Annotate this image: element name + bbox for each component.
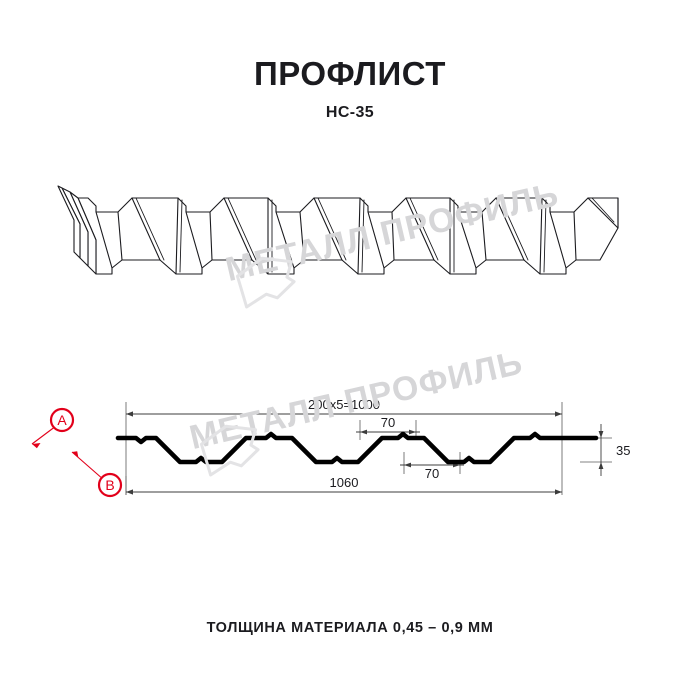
product-code: НС-35 <box>325 104 375 122</box>
marker-b: B <box>71 451 123 498</box>
cross-section-view: 200x5=1000 1060 70 70 <box>0 380 700 510</box>
marker-b-arrow <box>72 451 79 458</box>
marker-b-leader <box>71 451 105 481</box>
marker-a-leader <box>31 425 57 445</box>
marker-a-label: A <box>57 412 67 428</box>
marker-a-circle <box>49 407 75 433</box>
dimension-width-label: 1060 <box>330 475 359 490</box>
footer: ТОЛЩИНА МАТЕРИАЛА 0,45 – 0,9 ММ <box>0 620 700 636</box>
dimension-height-label: 35 <box>616 443 630 458</box>
marker-a-arrow <box>32 443 41 449</box>
dimension-line-height <box>598 424 604 476</box>
header: ПРОФЛИСТ НС-35 <box>0 55 700 122</box>
dimension-pitch-label: 200x5=1000 <box>308 397 380 412</box>
isometric-drawing <box>57 185 619 275</box>
marker-b-label: B <box>105 477 114 493</box>
isometric-view <box>0 170 700 330</box>
dimension-line-width <box>126 489 562 495</box>
dimension-line-pitch <box>126 411 562 417</box>
dimension-line-crest <box>356 429 420 435</box>
iso-sheet-body <box>57 185 619 275</box>
dimension-valley-label: 70 <box>425 466 439 481</box>
marker-a: A <box>31 407 75 449</box>
profile-outline <box>115 431 599 465</box>
dimension-crest-label: 70 <box>381 415 395 430</box>
marker-b-circle <box>97 472 123 498</box>
cross-section-drawing: 200x5=1000 1060 70 70 <box>31 397 630 498</box>
page-title: ПРОФЛИСТ <box>254 55 446 92</box>
thickness-note: ТОЛЩИНА МАТЕРИАЛА 0,45 – 0,9 ММ <box>206 620 494 636</box>
